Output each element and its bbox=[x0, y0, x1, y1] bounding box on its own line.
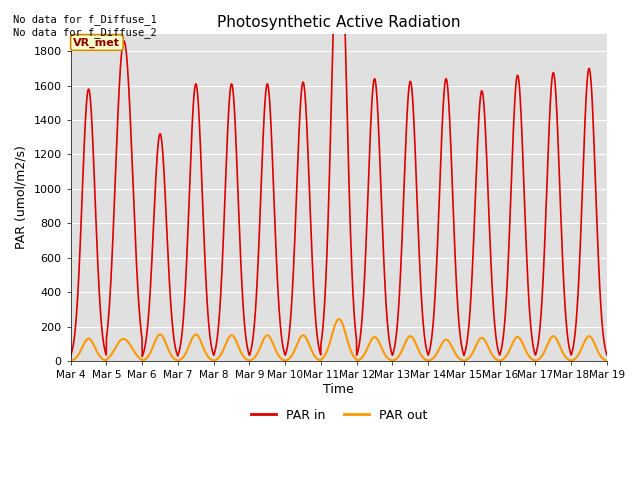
Text: No data for f_Diffuse_1
No data for f_Diffuse_2: No data for f_Diffuse_1 No data for f_Di… bbox=[13, 14, 157, 38]
Y-axis label: PAR (umol/m2/s): PAR (umol/m2/s) bbox=[15, 145, 28, 250]
Text: VR_met: VR_met bbox=[74, 37, 120, 48]
X-axis label: Time: Time bbox=[323, 383, 354, 396]
Title: Photosynthetic Active Radiation: Photosynthetic Active Radiation bbox=[217, 15, 461, 30]
Legend: PAR in, PAR out: PAR in, PAR out bbox=[246, 404, 432, 427]
